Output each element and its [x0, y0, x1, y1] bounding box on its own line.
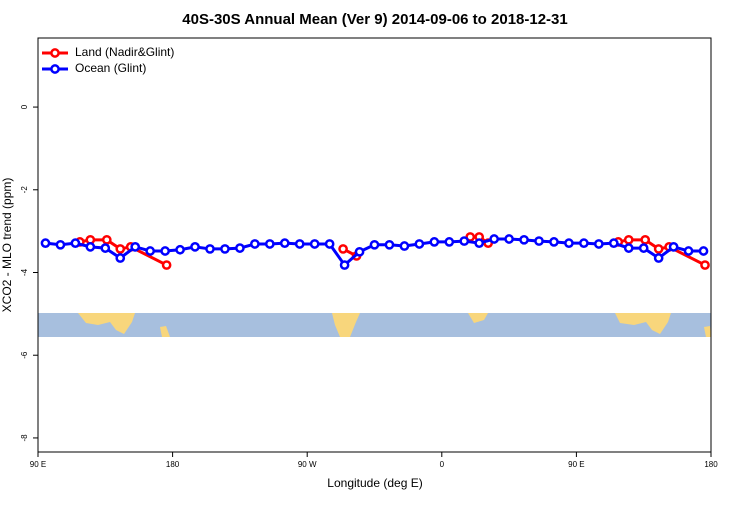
data-point: [399, 241, 410, 251]
data-point: [608, 238, 619, 248]
data-point: [640, 234, 651, 245]
data-point: [130, 242, 141, 252]
data-point: [489, 234, 499, 244]
data-point: [700, 260, 710, 270]
data-point: [623, 243, 634, 253]
data-point: [593, 239, 604, 249]
data-point: [338, 244, 348, 254]
legend-marker: [50, 64, 60, 74]
data-point: [85, 242, 96, 252]
data-point: [384, 239, 395, 250]
data-point: [264, 239, 275, 249]
data-point: [145, 246, 156, 256]
x-tick-label: 180: [166, 460, 180, 469]
legend-label: Land (Nadir&Glint): [75, 45, 174, 59]
data-point: [549, 237, 559, 247]
data-point: [653, 244, 664, 254]
data-point: [55, 239, 66, 250]
x-tick-label: 90 W: [298, 460, 317, 469]
data-point: [683, 246, 694, 256]
data-point: [369, 239, 380, 250]
data-point: [205, 244, 215, 254]
data-point: [653, 253, 664, 263]
y-tick-label: -4: [20, 268, 29, 276]
data-point: [100, 243, 111, 253]
y-tick-label: 0: [20, 104, 29, 109]
x-tick-label: 0: [440, 460, 445, 469]
y-tick-label: -2: [20, 186, 29, 194]
legend-marker: [50, 48, 60, 58]
data-point: [414, 239, 425, 249]
x-tick-label: 180: [704, 460, 718, 469]
data-point: [698, 246, 709, 256]
data-point: [190, 242, 200, 252]
data-point: [250, 239, 260, 249]
data-point: [354, 246, 365, 257]
y-axis-label: XCO2 - MLO trend (ppm): [0, 178, 14, 313]
data-point: [668, 242, 679, 252]
data-point: [564, 238, 574, 248]
data-point: [339, 260, 350, 270]
x-axis-label: Longitude (deg E): [327, 476, 422, 490]
data-point: [40, 238, 51, 248]
data-point: [161, 260, 172, 270]
data-point: [160, 246, 170, 256]
data-point: [638, 243, 649, 253]
x-tick-label: 90 E: [30, 460, 46, 469]
chart-title: 40S-30S Annual Mean (Ver 9) 2014-09-06 t…: [182, 11, 567, 28]
y-tick-label: -6: [20, 351, 29, 359]
y-tick-label: -8: [20, 434, 29, 442]
data-point: [101, 234, 112, 245]
data-point: [309, 239, 320, 249]
map-strip: [38, 313, 711, 337]
data-point: [504, 234, 514, 244]
data-point: [444, 237, 455, 247]
data-point: [115, 244, 126, 254]
series-line: [79, 235, 706, 267]
data-point: [519, 234, 529, 245]
data-point: [474, 238, 485, 248]
data-point: [235, 243, 245, 253]
data-point: [70, 238, 81, 248]
data-point: [175, 244, 185, 255]
data-point: [294, 239, 305, 249]
plot-frame: [37, 37, 712, 453]
data-point: [623, 234, 634, 245]
legend-label: Ocean (Glint): [75, 61, 146, 75]
data-point: [579, 238, 589, 248]
data-point: [459, 236, 470, 246]
data-point: [115, 253, 126, 263]
data-point: [324, 239, 335, 249]
data-point: [279, 238, 290, 248]
data-point: [534, 236, 544, 246]
data-point: [429, 237, 440, 247]
x-tick-label: 90 E: [568, 460, 584, 469]
data-point: [220, 244, 230, 254]
